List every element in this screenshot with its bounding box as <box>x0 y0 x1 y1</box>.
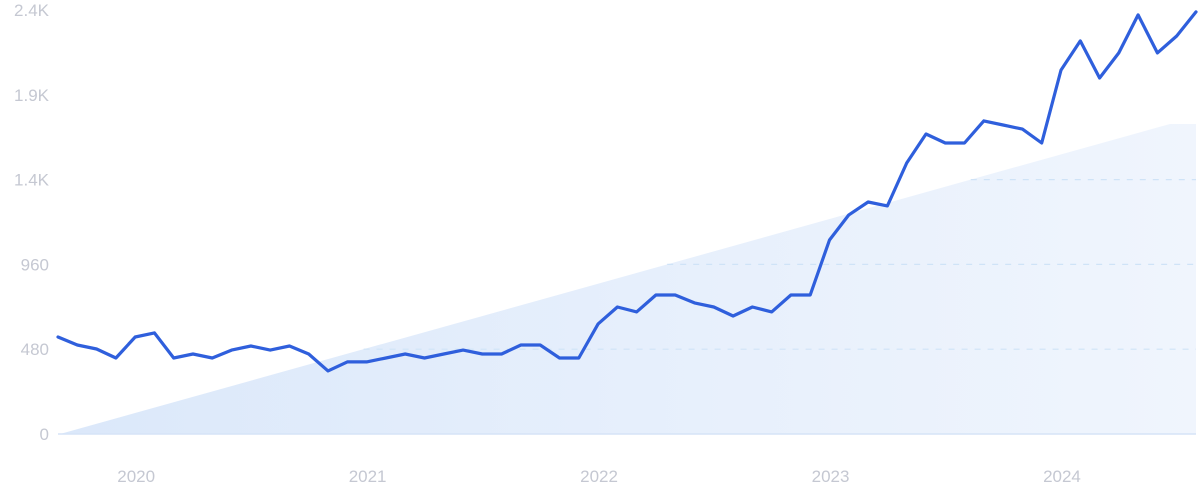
x-tick-label: 2024 <box>1043 467 1081 486</box>
x-tick-label: 2023 <box>812 467 850 486</box>
x-tick-label: 2022 <box>580 467 618 486</box>
trend-area-shape <box>60 123 1196 434</box>
gridlines <box>363 179 1196 350</box>
x-tick-label: 2021 <box>349 467 387 486</box>
x-axis-ticks: 2020 2021 2022 2023 2024 <box>117 467 1081 486</box>
y-tick-label: 1.9K <box>14 86 50 105</box>
y-tick-label: 2.4K <box>14 1 50 20</box>
y-tick-label: 480 <box>21 340 49 359</box>
x-tick-label: 2020 <box>117 467 155 486</box>
series-line <box>56 10 1198 373</box>
y-tick-label: 0 <box>40 425 49 444</box>
y-tick-label: 1.4K <box>14 171 50 190</box>
trend-area <box>60 123 1196 434</box>
y-axis-ticks: 0 480 960 1.4K 1.9K 2.4K <box>14 1 50 444</box>
y-tick-label: 960 <box>21 255 49 274</box>
